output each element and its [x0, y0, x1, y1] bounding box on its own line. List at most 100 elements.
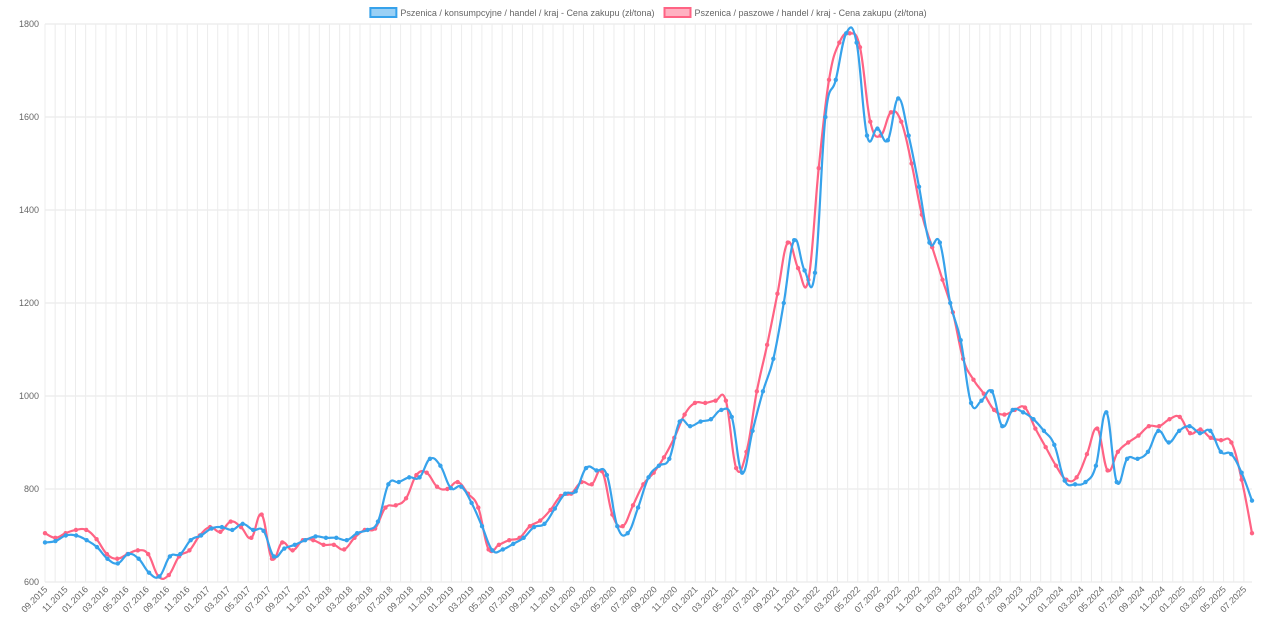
data-point	[729, 414, 734, 420]
data-point	[1114, 479, 1119, 485]
data-point	[573, 489, 578, 494]
data-point	[1126, 440, 1131, 445]
data-point	[178, 551, 183, 557]
data-point	[1156, 428, 1161, 434]
data-point	[1074, 475, 1079, 480]
data-point	[708, 417, 714, 422]
data-point	[282, 546, 287, 551]
data-point	[885, 138, 891, 143]
data-point	[1176, 428, 1182, 434]
data-point	[927, 240, 932, 245]
data-point	[719, 407, 724, 413]
data-point	[625, 530, 630, 536]
data-point	[414, 472, 419, 478]
data-point	[63, 533, 69, 538]
data-point	[157, 574, 162, 579]
data-point	[1135, 456, 1140, 461]
data-point	[490, 548, 495, 553]
data-point	[906, 133, 911, 138]
axes: 6008001000120014001600180009.201511.2015…	[19, 19, 1248, 614]
y-tick-label: 1400	[19, 205, 39, 215]
data-point	[218, 529, 223, 534]
legend-item-paszowe[interactable]: Pszenica / paszowe / handel / kraj - Cen…	[663, 7, 927, 18]
data-point	[527, 524, 533, 529]
data-point	[656, 463, 662, 468]
data-point	[209, 526, 214, 531]
data-point	[341, 547, 347, 552]
data-point	[344, 537, 349, 543]
data-point	[563, 491, 568, 496]
data-point	[73, 527, 79, 533]
y-tick-label: 1800	[19, 19, 39, 29]
data-point	[53, 538, 58, 544]
data-point	[594, 468, 599, 473]
data-point	[94, 544, 100, 550]
data-point	[687, 424, 693, 429]
data-point	[94, 537, 99, 542]
data-point	[1105, 468, 1110, 473]
data-point	[469, 500, 474, 506]
data-point	[991, 407, 997, 413]
data-point	[909, 161, 914, 166]
data-point	[857, 45, 863, 50]
data-point	[1072, 482, 1078, 487]
data-point	[455, 479, 460, 485]
legend-label: Pszenica / konsumpcyjne / handel / kraj …	[400, 8, 654, 18]
data-point	[115, 561, 121, 566]
legend-item-konsumpcyjne[interactable]: Pszenica / konsumpcyjne / handel / kraj …	[369, 7, 655, 18]
data-point	[785, 240, 790, 245]
data-point	[250, 527, 256, 533]
data-point	[53, 535, 58, 541]
data-point	[166, 572, 171, 578]
grid-lines	[44, 23, 1252, 583]
data-point	[511, 541, 516, 547]
data-point	[479, 524, 485, 529]
data-point	[42, 540, 48, 545]
series-lines	[42, 26, 1255, 580]
data-point	[365, 527, 370, 533]
data-point	[1031, 417, 1036, 422]
data-point	[438, 463, 443, 468]
data-point	[1187, 424, 1192, 429]
data-point	[604, 472, 610, 478]
data-point	[791, 238, 797, 243]
data-point	[816, 165, 821, 171]
data-point	[1136, 433, 1141, 438]
data-point	[775, 291, 780, 296]
data-point	[940, 277, 945, 282]
data-point	[84, 537, 89, 543]
data-point	[459, 484, 464, 489]
data-point	[331, 542, 337, 547]
data-point	[837, 40, 842, 45]
data-point	[620, 524, 625, 529]
data-point	[888, 110, 894, 115]
data-point	[126, 551, 131, 557]
data-point	[271, 554, 277, 559]
data-point	[1156, 424, 1162, 429]
data-point	[723, 398, 729, 403]
data-point	[771, 356, 776, 361]
data-point	[476, 505, 481, 510]
data-point	[542, 521, 547, 527]
data-point	[198, 533, 204, 538]
data-point	[354, 530, 360, 536]
data-point	[630, 503, 636, 508]
data-point	[764, 342, 770, 348]
data-point	[187, 548, 192, 553]
legend-swatch	[663, 7, 692, 18]
data-point	[261, 528, 266, 534]
data-point	[228, 519, 233, 524]
data-point	[1249, 530, 1255, 536]
data-point	[1002, 412, 1007, 417]
y-tick-label: 800	[24, 484, 39, 494]
data-point	[105, 556, 110, 561]
data-point	[302, 537, 308, 543]
data-point	[334, 535, 339, 541]
data-point	[521, 535, 526, 541]
data-point	[971, 377, 976, 382]
data-point	[486, 547, 491, 552]
legend[interactable]: Pszenica / konsumpcyjne / handel / kraj …	[369, 7, 927, 18]
data-point	[1208, 435, 1213, 441]
data-point	[383, 505, 388, 510]
